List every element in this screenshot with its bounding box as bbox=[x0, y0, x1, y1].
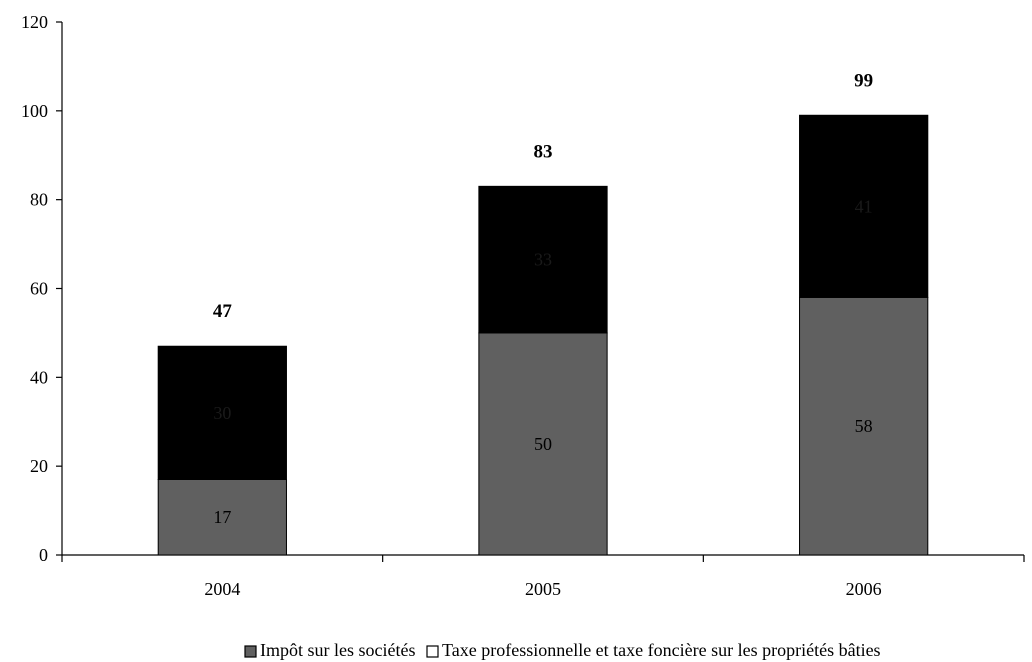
segment-value-label: 41 bbox=[855, 196, 873, 216]
segment-value-label: 33 bbox=[534, 250, 552, 270]
legend-swatch-series-0 bbox=[244, 645, 257, 658]
y-tick-label: 20 bbox=[30, 456, 48, 476]
bar-segment bbox=[478, 185, 608, 334]
x-axis: 2004 2005 2006 bbox=[61, 554, 1025, 599]
segment-value-label: 30 bbox=[213, 403, 231, 423]
legend: Impôt sur les sociétés Taxe professionne… bbox=[244, 640, 881, 660]
total-labels: 47 83 99 bbox=[213, 70, 873, 322]
legend-label-series-0: Impôt sur les sociétés bbox=[260, 640, 415, 660]
x-tick-label: 2006 bbox=[846, 579, 882, 599]
y-tick-label: 60 bbox=[30, 279, 48, 299]
bar-total-label: 83 bbox=[534, 141, 553, 162]
y-tick-label: 100 bbox=[21, 101, 48, 121]
bar-segment bbox=[799, 296, 929, 556]
bar-total-label: 99 bbox=[854, 70, 873, 91]
bar-segment bbox=[799, 114, 929, 298]
segment-labels: 17 30 50 33 58 41 bbox=[213, 196, 872, 527]
bars bbox=[157, 114, 929, 556]
segment-value-label: 17 bbox=[213, 507, 231, 527]
bar-segment bbox=[157, 478, 287, 556]
y-tick-label: 120 bbox=[21, 12, 48, 32]
bar-segment bbox=[157, 345, 287, 480]
legend-swatch-series-1 bbox=[426, 645, 439, 658]
y-tick-label: 40 bbox=[30, 367, 48, 387]
x-tick-label: 2004 bbox=[204, 579, 240, 599]
segment-value-label: 58 bbox=[855, 416, 873, 436]
y-axis: 0 20 40 60 80 100 120 bbox=[21, 12, 63, 565]
bar-segment bbox=[478, 332, 608, 556]
x-tick-label: 2005 bbox=[525, 579, 561, 599]
segment-value-label: 50 bbox=[534, 434, 552, 454]
y-tick-label: 80 bbox=[30, 190, 48, 210]
legend-label-series-1: Taxe professionnelle et taxe foncière su… bbox=[442, 640, 881, 660]
y-tick-label: 0 bbox=[39, 545, 48, 565]
bar-total-label: 47 bbox=[213, 301, 233, 322]
